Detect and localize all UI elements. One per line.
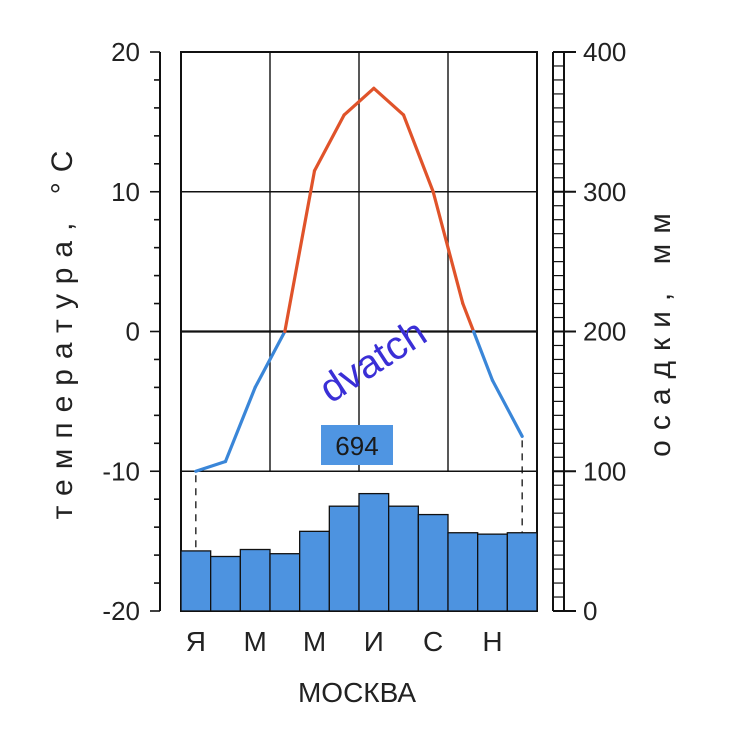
month-label: Н: [482, 626, 502, 657]
temperature-segment: [342, 86, 376, 117]
precipitation-bar: [477, 533, 508, 612]
precipitation-bar: [269, 553, 301, 612]
precipitation-bar: [447, 532, 479, 612]
temperature-segment: [431, 190, 465, 306]
temperature-segment: [472, 329, 495, 383]
right-axis-tick-label: 400: [583, 37, 626, 67]
temperature-segment: [401, 113, 435, 194]
left-axis-tick-label: 20: [111, 37, 140, 67]
right-axis-title-group: осадки, мм: [644, 203, 677, 457]
left-axis-tick-label: -20: [102, 596, 140, 626]
precipitation-bar: [506, 532, 538, 612]
right-axis-tick-label: 200: [583, 317, 626, 347]
month-label: Я: [186, 626, 206, 657]
left-axis-tick-label: 0: [126, 317, 140, 347]
total-precipitation-value: 694: [335, 431, 378, 461]
month-label: М: [244, 626, 267, 657]
left-axis-tick-label: -10: [102, 456, 140, 486]
month-label: И: [364, 626, 384, 657]
precipitation-bars: [180, 492, 538, 612]
right-axis-tick-label: 0: [583, 596, 597, 626]
precipitation-bar: [358, 492, 390, 612]
precipitation-bar: [299, 530, 330, 612]
grid: [181, 52, 537, 609]
temperature-line: [194, 86, 524, 473]
precipitation-bar: [388, 505, 419, 612]
precipitation-bar: [210, 555, 241, 612]
right-axis-title: осадки, мм: [644, 203, 677, 457]
temperature-segment: [461, 301, 476, 334]
month-label: М: [303, 626, 326, 657]
temperature-segment: [283, 169, 317, 334]
precipitation-bar: [328, 505, 360, 612]
temperature-segment: [223, 385, 257, 464]
month-label: С: [423, 626, 443, 657]
right-axis-tick-label: 100: [583, 456, 626, 486]
right-axis-tick-label: 300: [583, 177, 626, 207]
station-name: МОСКВА: [298, 677, 416, 708]
total-precipitation-badge: [321, 425, 393, 465]
temperature-segment: [372, 86, 406, 117]
left-axis-tick-label: 10: [111, 177, 140, 207]
temperature-segment: [194, 459, 228, 473]
temperature-segment: [253, 329, 287, 389]
axes: [150, 51, 576, 612]
temperature-segment: [312, 113, 346, 173]
precipitation-bar: [239, 548, 271, 612]
left-axis-title: температура, °С: [46, 141, 79, 520]
precipitation-bar: [180, 550, 212, 612]
left-axis-title-group: температура, °С: [46, 141, 79, 520]
precipitation-bar: [417, 513, 449, 612]
temperature-segment: [490, 378, 524, 438]
